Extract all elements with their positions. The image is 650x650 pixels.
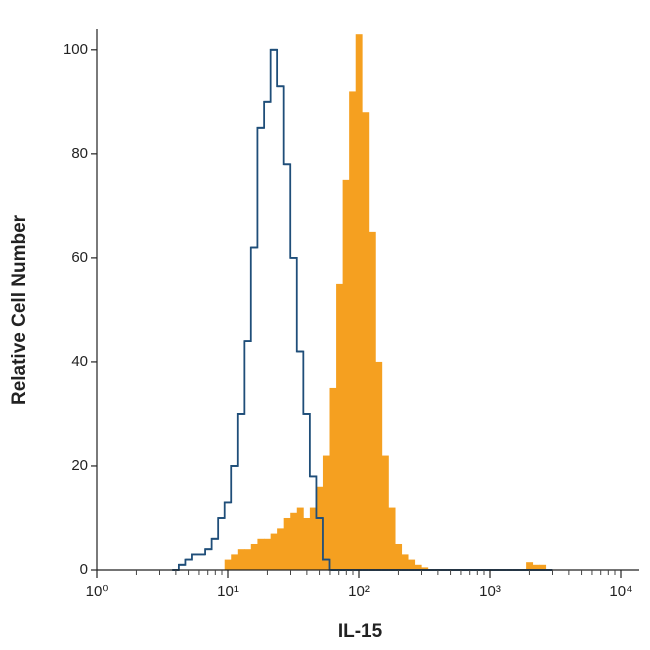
y-tick-label: 40	[71, 353, 88, 370]
y-tick-label: 20	[71, 457, 88, 474]
histogram-bar	[231, 554, 239, 570]
histogram-bar	[355, 34, 363, 571]
histogram-bar	[539, 564, 547, 570]
histogram-bar	[381, 455, 389, 570]
histogram-bar	[296, 507, 304, 570]
histogram-bar	[250, 543, 258, 570]
x-axis-title: IL-15	[338, 621, 383, 642]
histogram-bar	[395, 543, 403, 570]
histogram-bar	[290, 512, 298, 570]
histogram-bar	[526, 562, 534, 570]
histogram-bar	[388, 507, 396, 570]
histogram-bar	[322, 455, 330, 570]
histogram-bar	[336, 283, 344, 570]
histogram-bar	[277, 528, 285, 570]
histogram-bar	[375, 361, 383, 570]
histogram-bar	[237, 549, 245, 570]
histogram-bar	[257, 538, 265, 570]
histogram-bar	[349, 91, 357, 570]
histogram-bar	[309, 507, 317, 570]
histogram-bar	[421, 567, 429, 570]
histogram-bar	[408, 559, 416, 570]
histogram-bar	[316, 486, 324, 570]
x-tick-label: 10⁰	[86, 583, 109, 600]
histogram-bar	[362, 112, 370, 570]
x-tick-label: 10²	[348, 583, 370, 600]
histogram-bar	[532, 564, 540, 570]
y-tick-label: 80	[71, 145, 88, 162]
histogram-bar	[244, 549, 252, 570]
x-tick-label: 10¹	[217, 583, 239, 600]
y-tick-label: 100	[63, 41, 88, 58]
histogram-bar	[264, 538, 272, 570]
x-tick-label: 10³	[479, 583, 501, 600]
histogram-bar	[342, 179, 350, 570]
y-tick-label: 60	[71, 249, 88, 266]
histogram-bar	[224, 559, 232, 570]
histogram-bar	[303, 517, 311, 570]
histogram-bar	[401, 554, 409, 570]
histogram-bar	[329, 387, 337, 570]
y-tick-label: 0	[80, 561, 88, 578]
y-axis-title: Relative Cell Number	[9, 214, 30, 405]
histogram-bar	[270, 533, 278, 570]
histogram-bar	[368, 231, 376, 570]
x-tick-label: 10⁴	[609, 583, 632, 600]
histogram-bar	[283, 517, 291, 570]
histogram-bar	[414, 564, 422, 570]
